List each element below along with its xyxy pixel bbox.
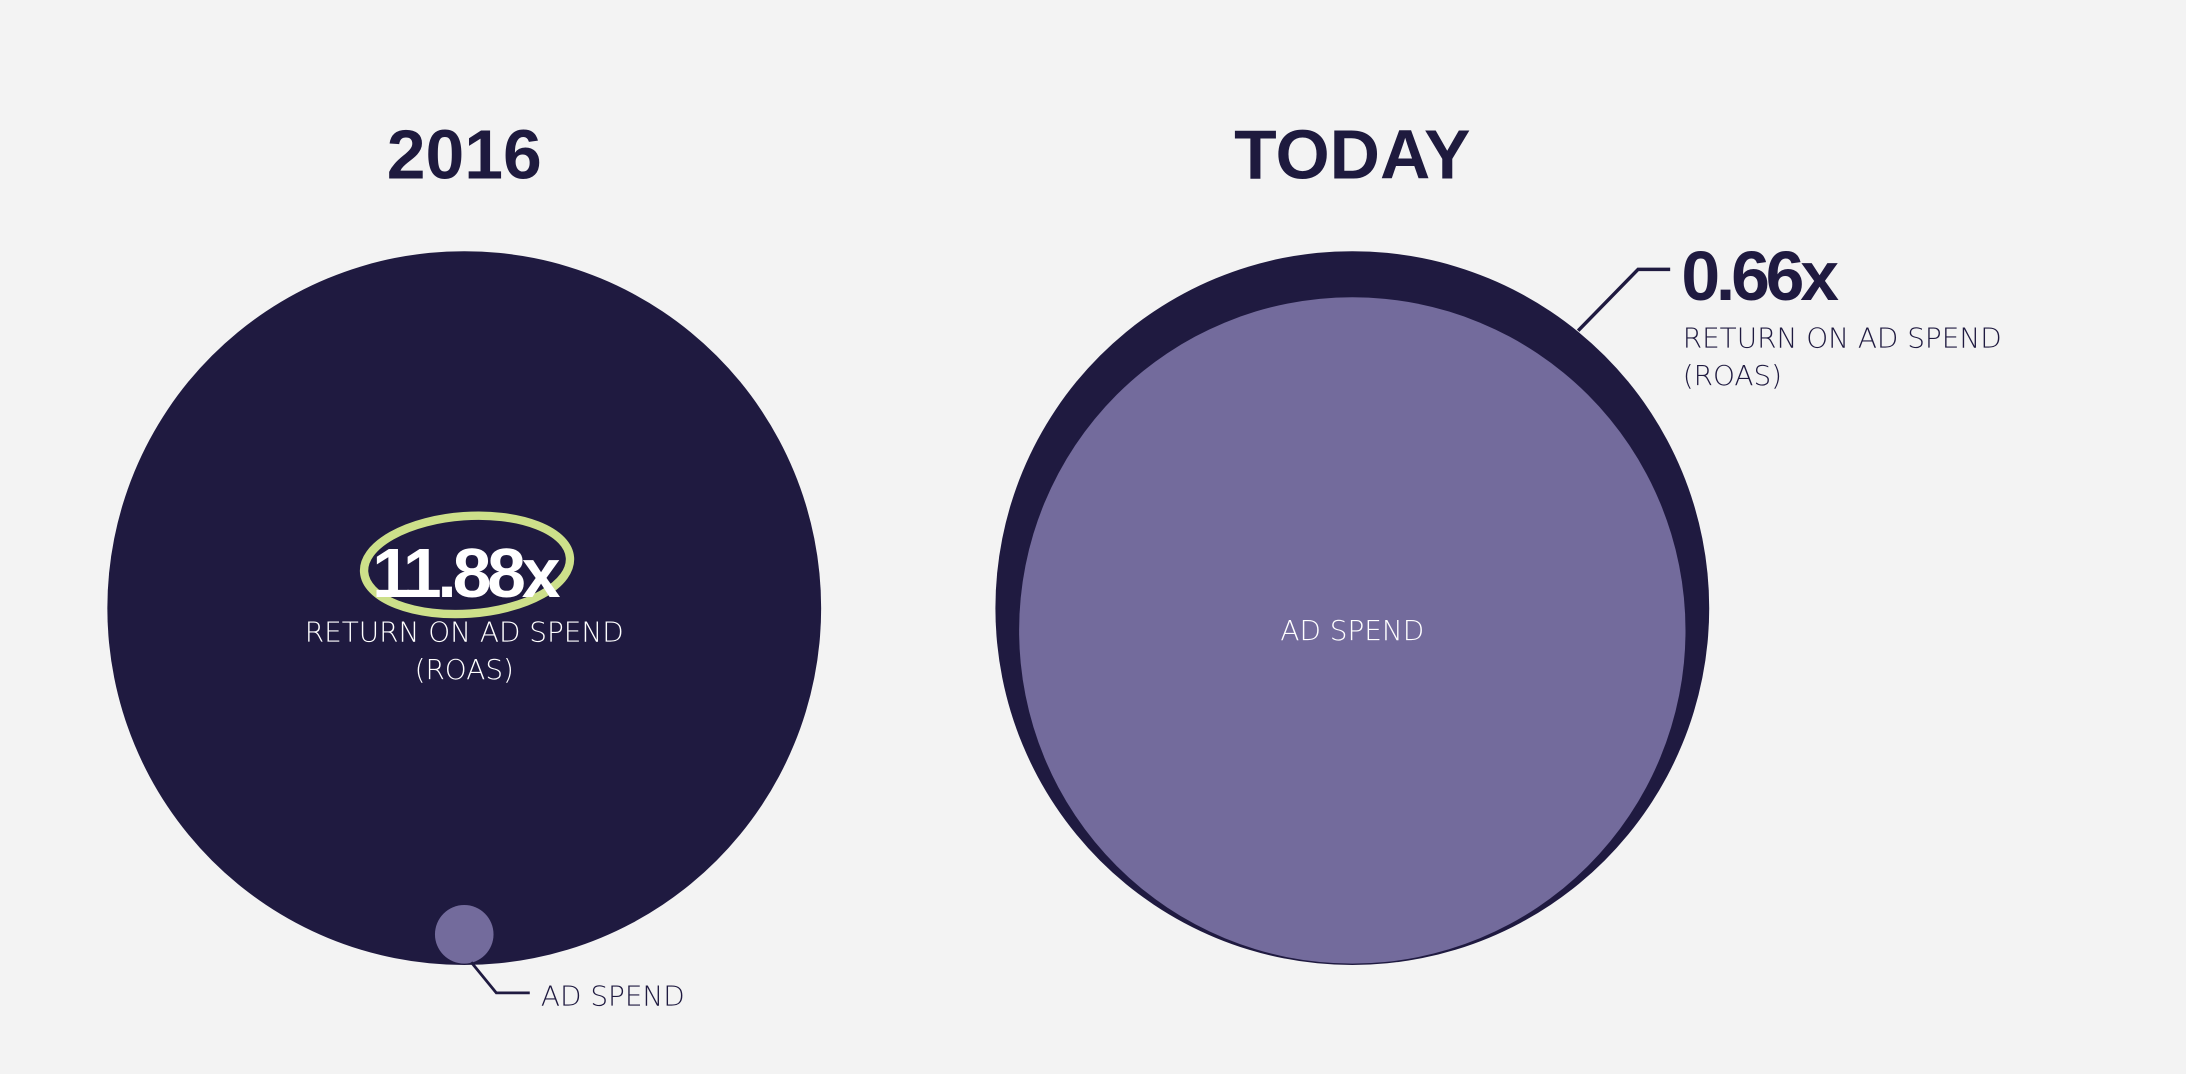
panel-today: TODAY AD SPEND 0.66x RETURN ON AD SPEND … [995,116,2002,965]
panel-title: 2016 [387,116,542,194]
roas-circle [107,251,822,965]
roas-label: RETURN ON AD SPEND [305,616,624,649]
ad-spend-label: AD SPEND [541,979,685,1012]
leader-line [1576,267,1671,332]
roas-abbr: (ROAS) [1683,359,1782,392]
panel-2016: 2016 11.88x RETURN ON AD SPEND (ROAS) AD… [107,116,822,1012]
ad-spend-circle [1019,297,1686,964]
ad-spend-label: AD SPEND [1280,614,1424,647]
roas-value: 11.88x [372,534,561,612]
roas-abbr: (ROAS) [415,653,514,686]
ad-spend-circle [434,905,494,964]
highlight-ellipse [359,511,575,619]
roas-value: 0.66x [1681,237,1839,315]
panel-title: TODAY [1234,116,1470,194]
leader-line [470,961,530,995]
roas-label: RETURN ON AD SPEND [1683,321,2002,354]
